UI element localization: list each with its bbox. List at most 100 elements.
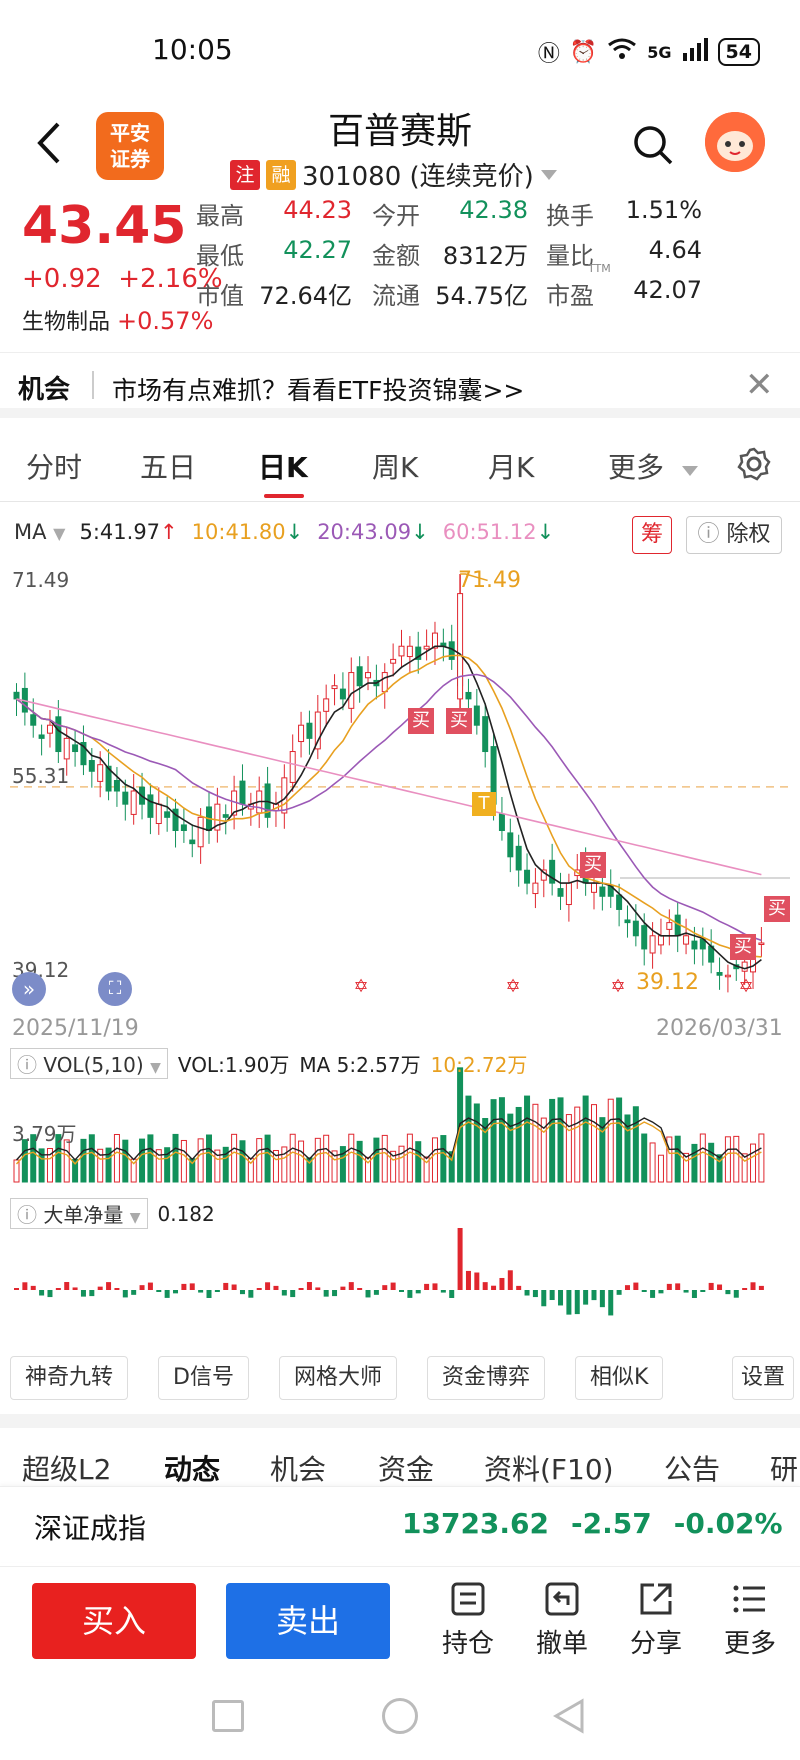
volume-bar (532, 1103, 539, 1183)
volume-bar (683, 1152, 690, 1183)
back-nav-icon[interactable] (552, 1698, 586, 1738)
big-order-bar (273, 1285, 279, 1290)
big-order-bar (181, 1283, 187, 1290)
big-order-bar (206, 1290, 212, 1298)
recents-icon[interactable] (212, 1700, 244, 1732)
big-order-bar (591, 1290, 597, 1301)
close-icon[interactable]: ✕ (745, 365, 774, 405)
candle-body (264, 783, 271, 818)
big-order-bar (708, 1282, 714, 1290)
tab-more[interactable]: 更多 (608, 446, 699, 486)
tools-settings-button[interactable]: 设置 (732, 1356, 795, 1400)
volume-bar (197, 1138, 204, 1183)
tab-monthly-k[interactable]: 月K (488, 451, 535, 484)
volume-bar (415, 1141, 422, 1183)
big-order-bar (574, 1290, 580, 1315)
buy-signal: 买 (446, 708, 472, 734)
search-icon (634, 126, 673, 165)
tab-news[interactable]: 动态 (164, 1453, 221, 1486)
buy-button[interactable]: 买入 (32, 1583, 196, 1659)
quote-value: 1.51% (625, 196, 702, 224)
quote-label: 量比 (546, 242, 594, 270)
tool-similar-k[interactable]: 相似K (575, 1356, 664, 1400)
volume-bar (331, 1150, 338, 1183)
status-icons: Ⓝ ⏰ 5G 54 (538, 36, 760, 68)
buy-signal: 买 (408, 708, 434, 734)
big-order-bar (750, 1282, 756, 1290)
big-order-bar (239, 1290, 245, 1295)
candle-body (498, 813, 505, 831)
volume-bar (88, 1134, 95, 1183)
tab-weekly-k[interactable]: 周K (372, 451, 419, 484)
index-ticker[interactable]: 深证成指 13723.62 -2.57 -0.02% ▲ (0, 1486, 800, 1562)
quote-label: 金额 (372, 242, 420, 270)
big-order-bar (675, 1283, 681, 1290)
volume-selector[interactable]: ⓘ VOL(5,10) ▼ (10, 1048, 168, 1079)
tab-super-l2[interactable]: 超级L2 (22, 1453, 112, 1486)
candle-body (180, 824, 187, 831)
expand-left-icon[interactable]: » (12, 972, 46, 1006)
candle-body (172, 808, 179, 831)
tool-magic-nine[interactable]: 神奇九转 (10, 1356, 129, 1400)
candle-body (164, 811, 171, 818)
tab-announcement[interactable]: 公告 (664, 1453, 721, 1486)
assistant-avatar[interactable] (705, 112, 765, 172)
opportunity-banner[interactable]: 机会 市场有点难抓？看看ETF投资锦囊>> ✕ (0, 352, 800, 418)
tab-research[interactable]: 研 (770, 1453, 799, 1486)
sell-button[interactable]: 卖出 (226, 1583, 390, 1659)
volume-bar (21, 1139, 28, 1183)
sector-info[interactable]: 生物制品 +0.57% (22, 304, 213, 336)
gear-icon[interactable] (736, 446, 772, 482)
tab-more-label: 更多 (608, 451, 665, 484)
more-action[interactable]: 更多 (710, 1581, 790, 1660)
big-order-bar (30, 1285, 36, 1290)
tab-capital[interactable]: 资金 (378, 1453, 435, 1486)
back-button[interactable] (30, 118, 70, 168)
big-order-bar (231, 1284, 237, 1290)
home-icon[interactable] (382, 1698, 418, 1734)
chips-distribution-button[interactable]: 筹 (632, 516, 672, 554)
search-button[interactable] (630, 122, 676, 168)
big-order-legend: ⓘ 大单净量 ▼ 0.182 (10, 1198, 215, 1229)
tab-intraday[interactable]: 分时 (26, 451, 83, 484)
broker-logo[interactable]: 平安 证券 (96, 112, 164, 180)
tab-daily-k[interactable]: 日K (258, 451, 308, 484)
big-order-bar (139, 1285, 145, 1290)
tab-f10[interactable]: 资料(F10) (484, 1453, 614, 1486)
positions-action[interactable]: 持仓 (428, 1581, 508, 1660)
candle-body (365, 672, 372, 679)
big-order-bar (114, 1288, 120, 1290)
big-order-bar (47, 1290, 53, 1298)
candle-body (532, 882, 539, 895)
ma5-value: 5:41.97 (79, 520, 161, 544)
volume-bar (264, 1134, 271, 1183)
register-tag: 注 (230, 159, 260, 190)
wifi-icon (607, 37, 637, 67)
ma10-readout: 10:41.80↓ (192, 520, 304, 544)
share-action[interactable]: 分享 (616, 1581, 696, 1660)
volume-bar (674, 1135, 681, 1183)
big-order-selector[interactable]: ⓘ 大单净量 ▼ (10, 1198, 148, 1229)
candle-body (38, 734, 45, 739)
fullscreen-icon[interactable]: ⛶ (98, 972, 132, 1006)
candle-body (482, 716, 489, 753)
big-order-bar (306, 1282, 312, 1290)
quote-label: 最低 (196, 242, 244, 270)
volume-ma10-line (15, 1121, 762, 1165)
tool-grid-master[interactable]: 网格大师 (278, 1356, 397, 1400)
tool-d-signal[interactable]: D信号 (158, 1356, 249, 1400)
ex-rights-button[interactable]: ⓘ 除权 (686, 516, 782, 554)
cancel-order-action[interactable]: 撤单 (522, 1581, 602, 1660)
kline-chart[interactable]: ✡ ✡ ✡ ✡ (0, 560, 800, 1350)
tool-capital-game[interactable]: 资金博弈 (426, 1356, 545, 1400)
tab-opportunity[interactable]: 机会 (270, 1453, 327, 1486)
big-order-bar (499, 1277, 505, 1290)
volume-bar (139, 1138, 146, 1183)
candle-body (46, 724, 53, 734)
candle-body (657, 935, 664, 946)
big-order-bar (332, 1290, 338, 1297)
tab-five-day[interactable]: 五日 (140, 451, 197, 484)
stock-code-selector[interactable]: 注 融 301080 (连续竞价) (230, 156, 558, 193)
min-price-marker: 39.12 (636, 970, 699, 995)
ma-selector[interactable]: MA ▼ (14, 520, 66, 544)
